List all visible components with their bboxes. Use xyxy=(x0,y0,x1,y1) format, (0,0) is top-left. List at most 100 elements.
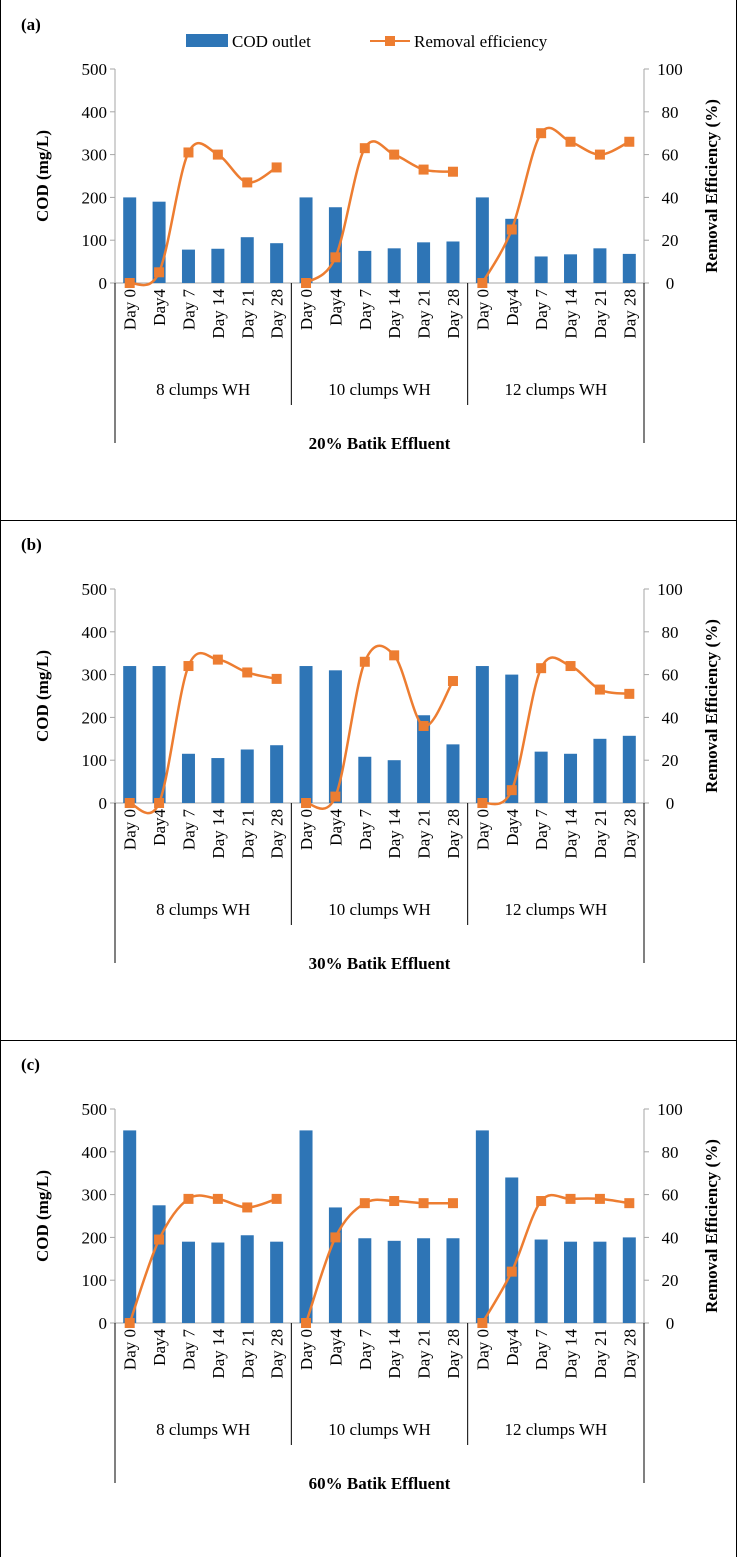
y-tick-label: 0 xyxy=(99,794,108,813)
y2-tick-label: 80 xyxy=(662,103,679,122)
bar xyxy=(446,1238,460,1323)
bar xyxy=(564,753,578,803)
x-tick-label: Day 7 xyxy=(532,809,551,851)
efficiency-marker xyxy=(242,667,253,678)
x-tick-label: Day4 xyxy=(326,809,345,846)
panel-label: (a) xyxy=(21,15,41,34)
bar xyxy=(622,1237,636,1323)
y-tick-label: 500 xyxy=(82,1100,108,1119)
bar xyxy=(270,1241,284,1323)
efficiency-marker xyxy=(183,661,194,672)
bar xyxy=(328,1207,342,1323)
legend: COD outlet Removal efficiency xyxy=(186,32,548,51)
x-tick-label: Day 14 xyxy=(209,809,228,859)
group-label: 12 clumps WH xyxy=(505,900,608,919)
efficiency-marker xyxy=(242,1202,253,1213)
efficiency-line xyxy=(481,656,630,806)
efficiency-marker xyxy=(359,656,370,667)
bar xyxy=(505,674,519,803)
y2-tick-label: 20 xyxy=(662,1271,679,1290)
group-label: 12 clumps WH xyxy=(505,380,608,399)
x-tick-label: Day 7 xyxy=(179,809,198,851)
bar xyxy=(358,250,372,283)
y-tick-label: 300 xyxy=(82,146,108,165)
bar xyxy=(299,1130,313,1323)
x-tick-label: Day 7 xyxy=(532,1329,551,1371)
y-tick-label: 100 xyxy=(82,231,108,250)
bar xyxy=(123,1130,137,1323)
group-label: 8 clumps WH xyxy=(156,380,250,399)
y2-tick-label: 80 xyxy=(662,1143,679,1162)
efficiency-marker xyxy=(477,278,488,288)
efficiency-line xyxy=(305,140,454,285)
x-tick-label: Day 0 xyxy=(121,809,140,850)
x-tick-label: Day 21 xyxy=(591,1329,610,1379)
efficiency-marker xyxy=(565,1193,576,1204)
x-tick-label: Day 21 xyxy=(415,289,434,339)
bar xyxy=(534,751,548,803)
y2-axis-title: Removal Efficiency (%) xyxy=(702,619,721,793)
x-tick-label: Day 7 xyxy=(179,1329,198,1371)
x-tick-label: Day 14 xyxy=(209,1329,228,1379)
chart-panel-c: (c) 0 100 200 300 400 500 0 20 40 60 80 100 COD (mg/L… xyxy=(0,1040,737,1557)
bar xyxy=(211,758,225,803)
x-tick-label: Day 14 xyxy=(562,289,581,339)
y-axis-title: COD (mg/L) xyxy=(33,130,52,222)
bar xyxy=(475,666,489,803)
y-tick-label: 500 xyxy=(82,580,108,599)
bar xyxy=(358,1238,372,1323)
x-tick-label: Day 0 xyxy=(297,809,316,850)
efficiency-marker xyxy=(301,278,312,288)
efficiency-marker xyxy=(301,1318,312,1328)
y-tick-label: 500 xyxy=(82,60,108,79)
efficiency-marker xyxy=(477,798,488,808)
bar xyxy=(564,254,578,283)
y2-axis-title: Removal Efficiency (%) xyxy=(702,99,721,273)
x-tick-label: Day4 xyxy=(150,1329,169,1366)
y-tick-label: 200 xyxy=(82,708,108,727)
x-tick-label: Day4 xyxy=(503,289,522,326)
efficiency-marker xyxy=(565,661,576,672)
bar xyxy=(299,197,313,283)
bar xyxy=(446,241,460,283)
bar xyxy=(475,197,489,283)
group-label: 8 clumps WH xyxy=(156,900,250,919)
bar xyxy=(299,666,313,803)
bar xyxy=(534,256,548,283)
y-tick-label: 100 xyxy=(82,751,108,770)
panel-divider-ab xyxy=(0,520,737,521)
bar xyxy=(240,1235,254,1323)
bar xyxy=(358,756,372,803)
y-tick-label: 100 xyxy=(82,1271,108,1290)
x-tick-label: Day 14 xyxy=(562,1329,581,1379)
x-tick-label: Day4 xyxy=(503,1329,522,1366)
efficiency-marker xyxy=(124,278,135,288)
efficiency-marker xyxy=(536,128,547,139)
panel-label: (c) xyxy=(21,1055,40,1074)
y-tick-label: 400 xyxy=(82,103,108,122)
efficiency-marker xyxy=(271,162,282,173)
x-tick-label: Day 28 xyxy=(268,809,287,859)
efficiency-marker xyxy=(447,676,458,687)
x-tick-label: Day 21 xyxy=(591,809,610,859)
y2-axis-title: Removal Efficiency (%) xyxy=(702,1139,721,1313)
efficiency-marker xyxy=(330,1232,341,1243)
group-label: 10 clumps WH xyxy=(328,1420,431,1439)
efficiency-marker xyxy=(506,785,517,796)
efficiency-marker xyxy=(330,252,341,263)
efficiency-marker xyxy=(447,1198,458,1209)
y-tick-label: 0 xyxy=(99,1314,108,1333)
group-label: 8 clumps WH xyxy=(156,1420,250,1439)
x-tick-label: Day 0 xyxy=(121,1329,140,1370)
efficiency-marker xyxy=(594,149,605,160)
x-tick-label: Day 14 xyxy=(385,809,404,859)
y2-tick-label: 0 xyxy=(666,274,675,293)
x-tick-label: Day 14 xyxy=(209,289,228,339)
x-tick-label: Day 21 xyxy=(415,1329,434,1379)
y-tick-label: 400 xyxy=(82,623,108,642)
y-tick-label: 0 xyxy=(99,274,108,293)
efficiency-marker xyxy=(506,224,517,235)
efficiency-marker xyxy=(212,1193,223,1204)
bar xyxy=(211,1242,225,1323)
bar xyxy=(270,243,284,283)
